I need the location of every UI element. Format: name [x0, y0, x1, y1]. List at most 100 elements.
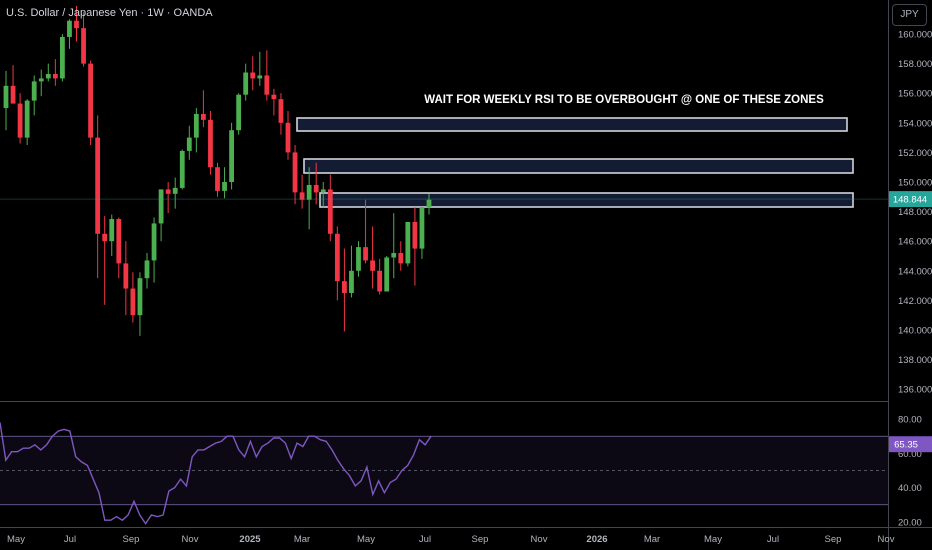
candle-body [24, 100, 30, 138]
candle-body [342, 281, 347, 293]
candle-body [250, 72, 256, 79]
candle-body [116, 218, 122, 264]
candle-body [38, 78, 44, 82]
price-tick-label: 160.000 [898, 30, 932, 41]
zone-annotation: WAIT FOR WEEKLY RSI TO BE OVERBOUGHT @ O… [424, 94, 824, 106]
time-tick-label: May [7, 534, 25, 545]
candle-body [74, 20, 79, 29]
candle-body [222, 182, 227, 191]
candle-body [236, 94, 242, 131]
rsi-value-badge [889, 436, 932, 453]
price-tick-label: 154.000 [898, 118, 932, 129]
candle-body [370, 260, 375, 271]
candle-body [165, 189, 171, 194]
candle-body [201, 113, 206, 120]
price-tick-label: 140.000 [898, 325, 932, 336]
time-tick-label: Jul [767, 534, 779, 545]
candle-body [67, 20, 72, 37]
time-tick-label: Nov [531, 534, 548, 545]
candle-body [292, 152, 298, 193]
candle-body [208, 119, 213, 168]
time-tick-label: Jul [419, 534, 431, 545]
candle-body [278, 99, 284, 123]
candle-body [271, 94, 277, 100]
resistance-zone [319, 192, 854, 208]
candle-body [45, 73, 51, 79]
candle-body [17, 103, 23, 138]
candle-body [109, 218, 115, 242]
price-tick-label: 146.000 [898, 237, 932, 248]
candle-body [313, 184, 319, 193]
rsi-pane [0, 422, 888, 525]
time-tick-label: Sep [825, 534, 842, 545]
time-tick-label: 2025 [239, 534, 261, 545]
time-tick-label: 2026 [586, 534, 607, 545]
rsi-tick-label: 20.00 [898, 517, 922, 528]
candle-body [102, 233, 108, 242]
price-tick-label: 148.000 [898, 207, 932, 218]
time-tick-label: Sep [472, 534, 489, 545]
resistance-zone [303, 158, 854, 174]
currency-button[interactable]: JPY [892, 4, 927, 26]
candle-body [405, 221, 411, 264]
time-tick-label: Mar [644, 534, 660, 545]
candle-body [179, 150, 185, 188]
candle-body [88, 63, 93, 138]
candle-body [299, 192, 305, 200]
rsi-value-label: 65.35 [894, 440, 918, 451]
candle-body [426, 199, 432, 208]
candle-body [419, 207, 425, 249]
price-tick-label: 150.000 [898, 178, 932, 189]
candle-body [285, 122, 291, 153]
candle-body [186, 137, 192, 151]
time-tick-label: Nov [182, 534, 199, 545]
rsi-tick-label: 80.00 [898, 415, 922, 426]
candle-body [412, 221, 418, 249]
candle-body [137, 278, 143, 316]
candle-body [264, 75, 270, 95]
last-price-badge [889, 191, 932, 208]
candle-body [320, 189, 326, 193]
rsi-tick-label: 40.00 [898, 483, 922, 494]
candle-body [123, 263, 129, 289]
time-tick-label: May [357, 534, 375, 545]
time-tick-label: May [704, 534, 722, 545]
price-tick-label: 156.000 [898, 89, 932, 100]
resistance-zone [296, 117, 848, 132]
candle-body [377, 270, 383, 292]
price-tick-label: 136.000 [898, 385, 932, 396]
candle-body [95, 137, 101, 234]
price-tick-label: 142.000 [898, 296, 932, 307]
symbol-title: U.S. Dollar / Japanese Yen · 1W · OANDA [6, 7, 213, 19]
candle-body [151, 223, 157, 261]
candle-body [158, 189, 164, 224]
candle-body [81, 28, 86, 64]
candle-body [363, 247, 368, 261]
candle-body [144, 260, 150, 279]
candle-body [349, 270, 354, 293]
time-tick-label: Jul [64, 534, 76, 545]
candle-body [10, 85, 16, 104]
price-tick-label: 138.000 [898, 355, 932, 366]
candle-body [3, 85, 9, 109]
time-tick-label: Sep [123, 534, 140, 545]
candle-body [391, 253, 397, 258]
candle-body [60, 36, 65, 79]
candle-body [257, 75, 263, 79]
candlestick-series [0, 5, 888, 336]
candle-body [306, 184, 312, 200]
candle-body [334, 233, 340, 282]
candle-body [130, 288, 136, 316]
candle-body [172, 187, 178, 194]
time-tick-label: Nov [878, 534, 895, 545]
time-tick-label: Mar [294, 534, 310, 545]
price-tick-label: 158.000 [898, 59, 932, 70]
last-price-label: 148.844 [893, 195, 927, 206]
candle-body [229, 130, 234, 183]
resistance-zones [296, 117, 854, 208]
candle-body [398, 253, 404, 264]
rsi-tick-label: 60.00 [898, 449, 922, 460]
price-tick-label: 144.000 [898, 266, 932, 277]
